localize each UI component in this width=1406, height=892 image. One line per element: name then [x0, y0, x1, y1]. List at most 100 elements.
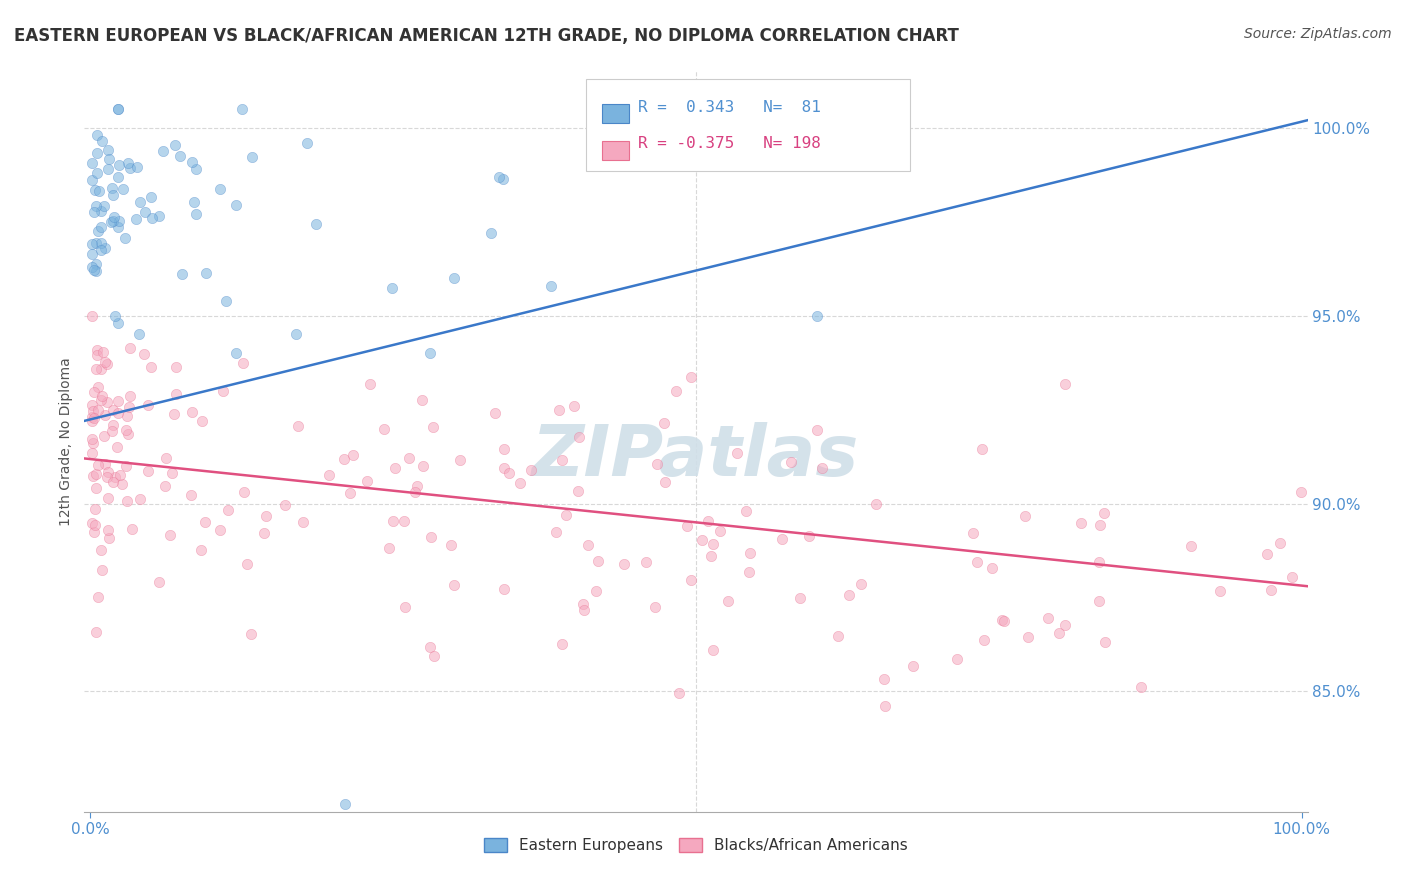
Point [212, 384, 235, 399]
Point [94, 408, 117, 422]
Point [87, 402, 110, 417]
Point [91, 563, 114, 577]
Point [107, 102, 129, 116]
Point [118, 389, 141, 403]
Point [141, 211, 163, 226]
Point [901, 658, 924, 673]
Point [181, 155, 204, 169]
Point [83, 384, 105, 399]
Point [679, 370, 702, 384]
Point [342, 448, 364, 462]
Point [797, 528, 820, 542]
Point [488, 170, 510, 185]
Point [117, 409, 139, 423]
Point [993, 614, 1015, 628]
Point [115, 493, 138, 508]
Point [1014, 509, 1036, 524]
Point [634, 555, 657, 569]
Point [287, 418, 309, 433]
Point [551, 637, 574, 651]
Point [873, 672, 896, 686]
Point [163, 407, 186, 421]
Point [806, 309, 828, 323]
Point [1047, 626, 1070, 640]
Point [494, 442, 516, 456]
Point [709, 524, 731, 538]
Point [1268, 536, 1291, 550]
Point [1092, 507, 1115, 521]
Point [101, 214, 124, 228]
Point [93, 429, 115, 443]
Point [217, 503, 239, 517]
Point [80, 516, 103, 530]
Y-axis label: 12th Grade, No Diploma: 12th Grade, No Diploma [59, 357, 73, 526]
Point [562, 399, 585, 413]
Point [103, 210, 125, 224]
Point [82, 414, 104, 428]
Point [772, 532, 794, 546]
Point [236, 557, 259, 571]
Point [990, 613, 1012, 627]
Point [585, 584, 607, 599]
Point [381, 280, 404, 294]
Point [567, 484, 589, 499]
Point [82, 446, 104, 460]
Point [700, 549, 723, 563]
Point [789, 591, 811, 606]
Point [152, 144, 174, 158]
Point [101, 188, 124, 202]
Point [613, 557, 636, 571]
Point [520, 463, 543, 477]
Point [121, 522, 143, 536]
Point [970, 442, 993, 456]
Point [1094, 634, 1116, 648]
Point [696, 514, 718, 528]
Point [1070, 516, 1092, 530]
Point [394, 600, 416, 615]
Point [108, 158, 131, 172]
Point [117, 426, 139, 441]
Point [572, 603, 595, 617]
Point [554, 508, 576, 522]
Point [1281, 569, 1303, 583]
Point [225, 197, 247, 211]
Point [96, 395, 118, 409]
Point [373, 422, 395, 436]
Point [186, 207, 208, 221]
Point [100, 215, 122, 229]
Point [87, 590, 110, 604]
Point [97, 162, 120, 177]
Point [702, 536, 724, 550]
Point [1289, 485, 1312, 500]
Point [141, 190, 163, 204]
Point [1088, 594, 1111, 608]
Point [209, 524, 232, 538]
Point [717, 593, 740, 607]
Point [86, 264, 108, 278]
Point [305, 217, 328, 231]
Point [94, 458, 117, 472]
Point [96, 143, 118, 157]
Point [165, 387, 187, 401]
Point [647, 458, 669, 472]
Point [568, 430, 591, 444]
Point [148, 209, 170, 223]
Point [1180, 539, 1202, 553]
Point [1260, 582, 1282, 597]
Point [973, 632, 995, 647]
Point [97, 531, 120, 545]
Point [90, 243, 112, 257]
Point [232, 356, 254, 370]
Point [544, 524, 567, 539]
Point [170, 268, 193, 282]
Text: R =  0.343   N=  81: R = 0.343 N= 81 [638, 100, 821, 115]
Point [1087, 555, 1109, 569]
Point [96, 358, 118, 372]
Point [576, 538, 599, 552]
Point [443, 271, 465, 285]
Point [84, 182, 107, 196]
Point [96, 469, 118, 483]
Point [107, 214, 129, 228]
Point [169, 149, 191, 163]
Point [91, 345, 114, 359]
